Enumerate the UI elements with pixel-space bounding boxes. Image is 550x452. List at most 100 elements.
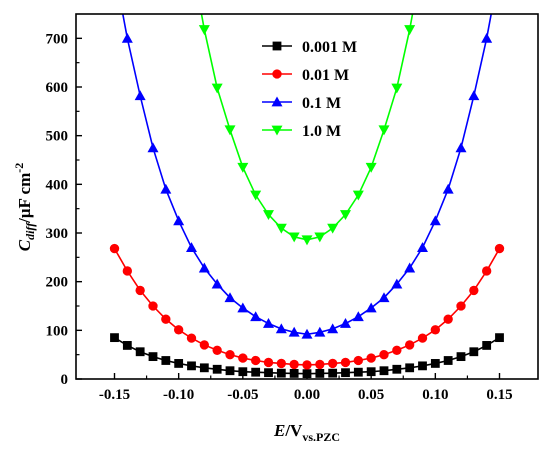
data-point: [263, 357, 274, 368]
data-point: [443, 356, 453, 365]
data-point: [238, 367, 248, 377]
data-point: [365, 302, 377, 313]
data-point: [481, 266, 492, 276]
data-point: [456, 301, 466, 311]
y-axis-title: Cdiff/μF cm-2: [12, 163, 37, 252]
data-point: [173, 215, 185, 226]
data-point: [352, 190, 364, 201]
y-tick-label: 400: [46, 177, 69, 193]
x-tick-label: 0.00: [294, 387, 320, 403]
data-point: [379, 366, 389, 376]
data-point: [366, 367, 376, 377]
data-point: [378, 292, 390, 303]
data-point: [212, 364, 222, 374]
data-point: [301, 328, 313, 339]
data-point: [237, 162, 249, 173]
data-point: [211, 83, 223, 94]
y-tick-label: 200: [46, 275, 69, 291]
data-point: [340, 357, 351, 368]
legend-item: 0.1 M: [262, 95, 341, 112]
data-point: [122, 341, 132, 350]
data-point: [418, 361, 427, 371]
data-point: [302, 360, 312, 370]
data-point: [198, 262, 210, 273]
data-point: [211, 278, 223, 289]
data-point: [250, 311, 262, 322]
x-axis-title: E/Vvs.PZC: [273, 421, 340, 444]
series-0-1-m: [121, 14, 493, 339]
x-tick-label: 0.10: [422, 387, 448, 403]
data-point: [417, 333, 428, 343]
data-point: [404, 262, 416, 273]
data-point: [110, 333, 119, 343]
data-point: [135, 347, 145, 357]
y-tick-label: 700: [46, 31, 69, 47]
data-point: [482, 341, 492, 350]
data-point: [263, 210, 274, 221]
data-point: [161, 314, 171, 324]
data-point: [199, 363, 209, 373]
data-point: [147, 142, 159, 153]
y-tick-label: 300: [46, 226, 69, 242]
x-tick-label: -0.10: [163, 387, 194, 403]
legend-label: 0.1 M: [302, 95, 341, 112]
data-point: [430, 325, 441, 335]
data-point: [121, 32, 133, 43]
data-point: [392, 364, 402, 374]
data-point: [275, 323, 287, 334]
data-point: [212, 345, 222, 355]
data-point: [315, 369, 325, 378]
data-point: [187, 361, 196, 371]
data-point: [366, 353, 376, 363]
data-point: [404, 25, 416, 36]
data-point: [174, 359, 184, 368]
series-line: [200, 14, 414, 241]
data-point: [250, 355, 261, 366]
data-point: [429, 215, 441, 226]
data-point: [494, 243, 505, 254]
data-point: [495, 333, 504, 343]
legend-label: 0.01 M: [302, 67, 349, 84]
data-point: [469, 285, 479, 296]
data-point: [378, 125, 390, 136]
data-point: [353, 355, 364, 366]
data-point: [430, 359, 440, 368]
legend-label: 1.0 M: [302, 123, 341, 140]
data-point: [275, 223, 287, 234]
legend-label: 0.001 M: [302, 39, 357, 56]
data-point: [160, 183, 172, 194]
data-point: [289, 359, 299, 370]
data-point: [379, 349, 389, 360]
data-point: [340, 210, 351, 221]
data-point: [276, 358, 287, 369]
legend-marker: [271, 96, 283, 107]
data-point: [250, 190, 262, 201]
data-point: [391, 83, 403, 94]
data-point: [327, 323, 339, 334]
data-point: [327, 223, 339, 234]
data-point: [352, 311, 364, 322]
y-tick-label: 0: [61, 372, 69, 388]
data-point: [456, 352, 466, 362]
data-point: [237, 302, 249, 313]
data-point: [353, 367, 363, 377]
data-point: [238, 353, 248, 363]
data-point: [251, 367, 261, 377]
data-point: [225, 366, 235, 376]
legend-item: 0.001 M: [262, 39, 357, 56]
data-point: [289, 369, 299, 378]
legend-marker: [272, 69, 282, 79]
data-point: [314, 232, 326, 243]
data-point: [328, 368, 338, 378]
plot-area: [109, 14, 505, 379]
x-tick-label: -0.15: [99, 387, 130, 403]
data-point: [276, 368, 286, 378]
data-point: [404, 340, 415, 350]
series-0-01-m: [109, 243, 505, 370]
y-tick-label: 100: [46, 323, 69, 339]
y-tick-label: 600: [46, 80, 69, 96]
legend-marker: [271, 125, 283, 136]
x-tick-label: -0.05: [227, 387, 258, 403]
data-point: [469, 347, 479, 357]
